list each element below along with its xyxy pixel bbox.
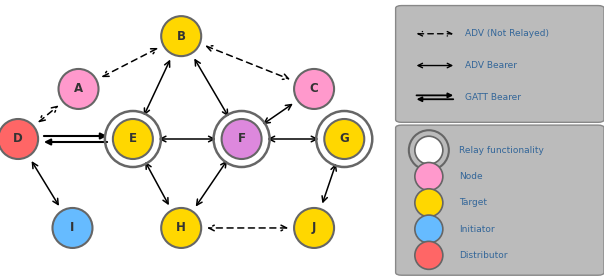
Ellipse shape <box>113 119 153 159</box>
Ellipse shape <box>0 119 38 159</box>
Text: A: A <box>74 83 83 95</box>
Text: ADV (Not Relayed): ADV (Not Relayed) <box>465 29 549 38</box>
Text: Target: Target <box>459 198 487 207</box>
Ellipse shape <box>294 208 334 248</box>
Text: D: D <box>13 133 23 145</box>
Text: Initiator: Initiator <box>459 225 495 234</box>
Text: C: C <box>310 83 318 95</box>
Ellipse shape <box>415 136 443 164</box>
Text: G: G <box>339 133 349 145</box>
Ellipse shape <box>324 119 364 159</box>
Ellipse shape <box>294 69 334 109</box>
Text: ADV Bearer: ADV Bearer <box>465 61 517 70</box>
Text: J: J <box>312 222 316 234</box>
FancyBboxPatch shape <box>396 125 604 275</box>
Ellipse shape <box>59 69 98 109</box>
Text: Relay functionality: Relay functionality <box>459 146 544 155</box>
Ellipse shape <box>415 241 443 269</box>
Text: Distributor: Distributor <box>459 251 507 260</box>
Ellipse shape <box>415 163 443 190</box>
Text: I: I <box>70 222 75 234</box>
Text: GATT Bearer: GATT Bearer <box>465 93 521 102</box>
Ellipse shape <box>222 119 262 159</box>
Text: B: B <box>177 30 185 43</box>
Text: H: H <box>176 222 186 234</box>
Ellipse shape <box>415 189 443 217</box>
Text: F: F <box>237 133 246 145</box>
Ellipse shape <box>415 215 443 243</box>
Text: Node: Node <box>459 172 483 181</box>
Ellipse shape <box>161 16 201 56</box>
Ellipse shape <box>53 208 92 248</box>
Ellipse shape <box>161 208 201 248</box>
FancyBboxPatch shape <box>396 6 604 122</box>
Text: E: E <box>129 133 137 145</box>
